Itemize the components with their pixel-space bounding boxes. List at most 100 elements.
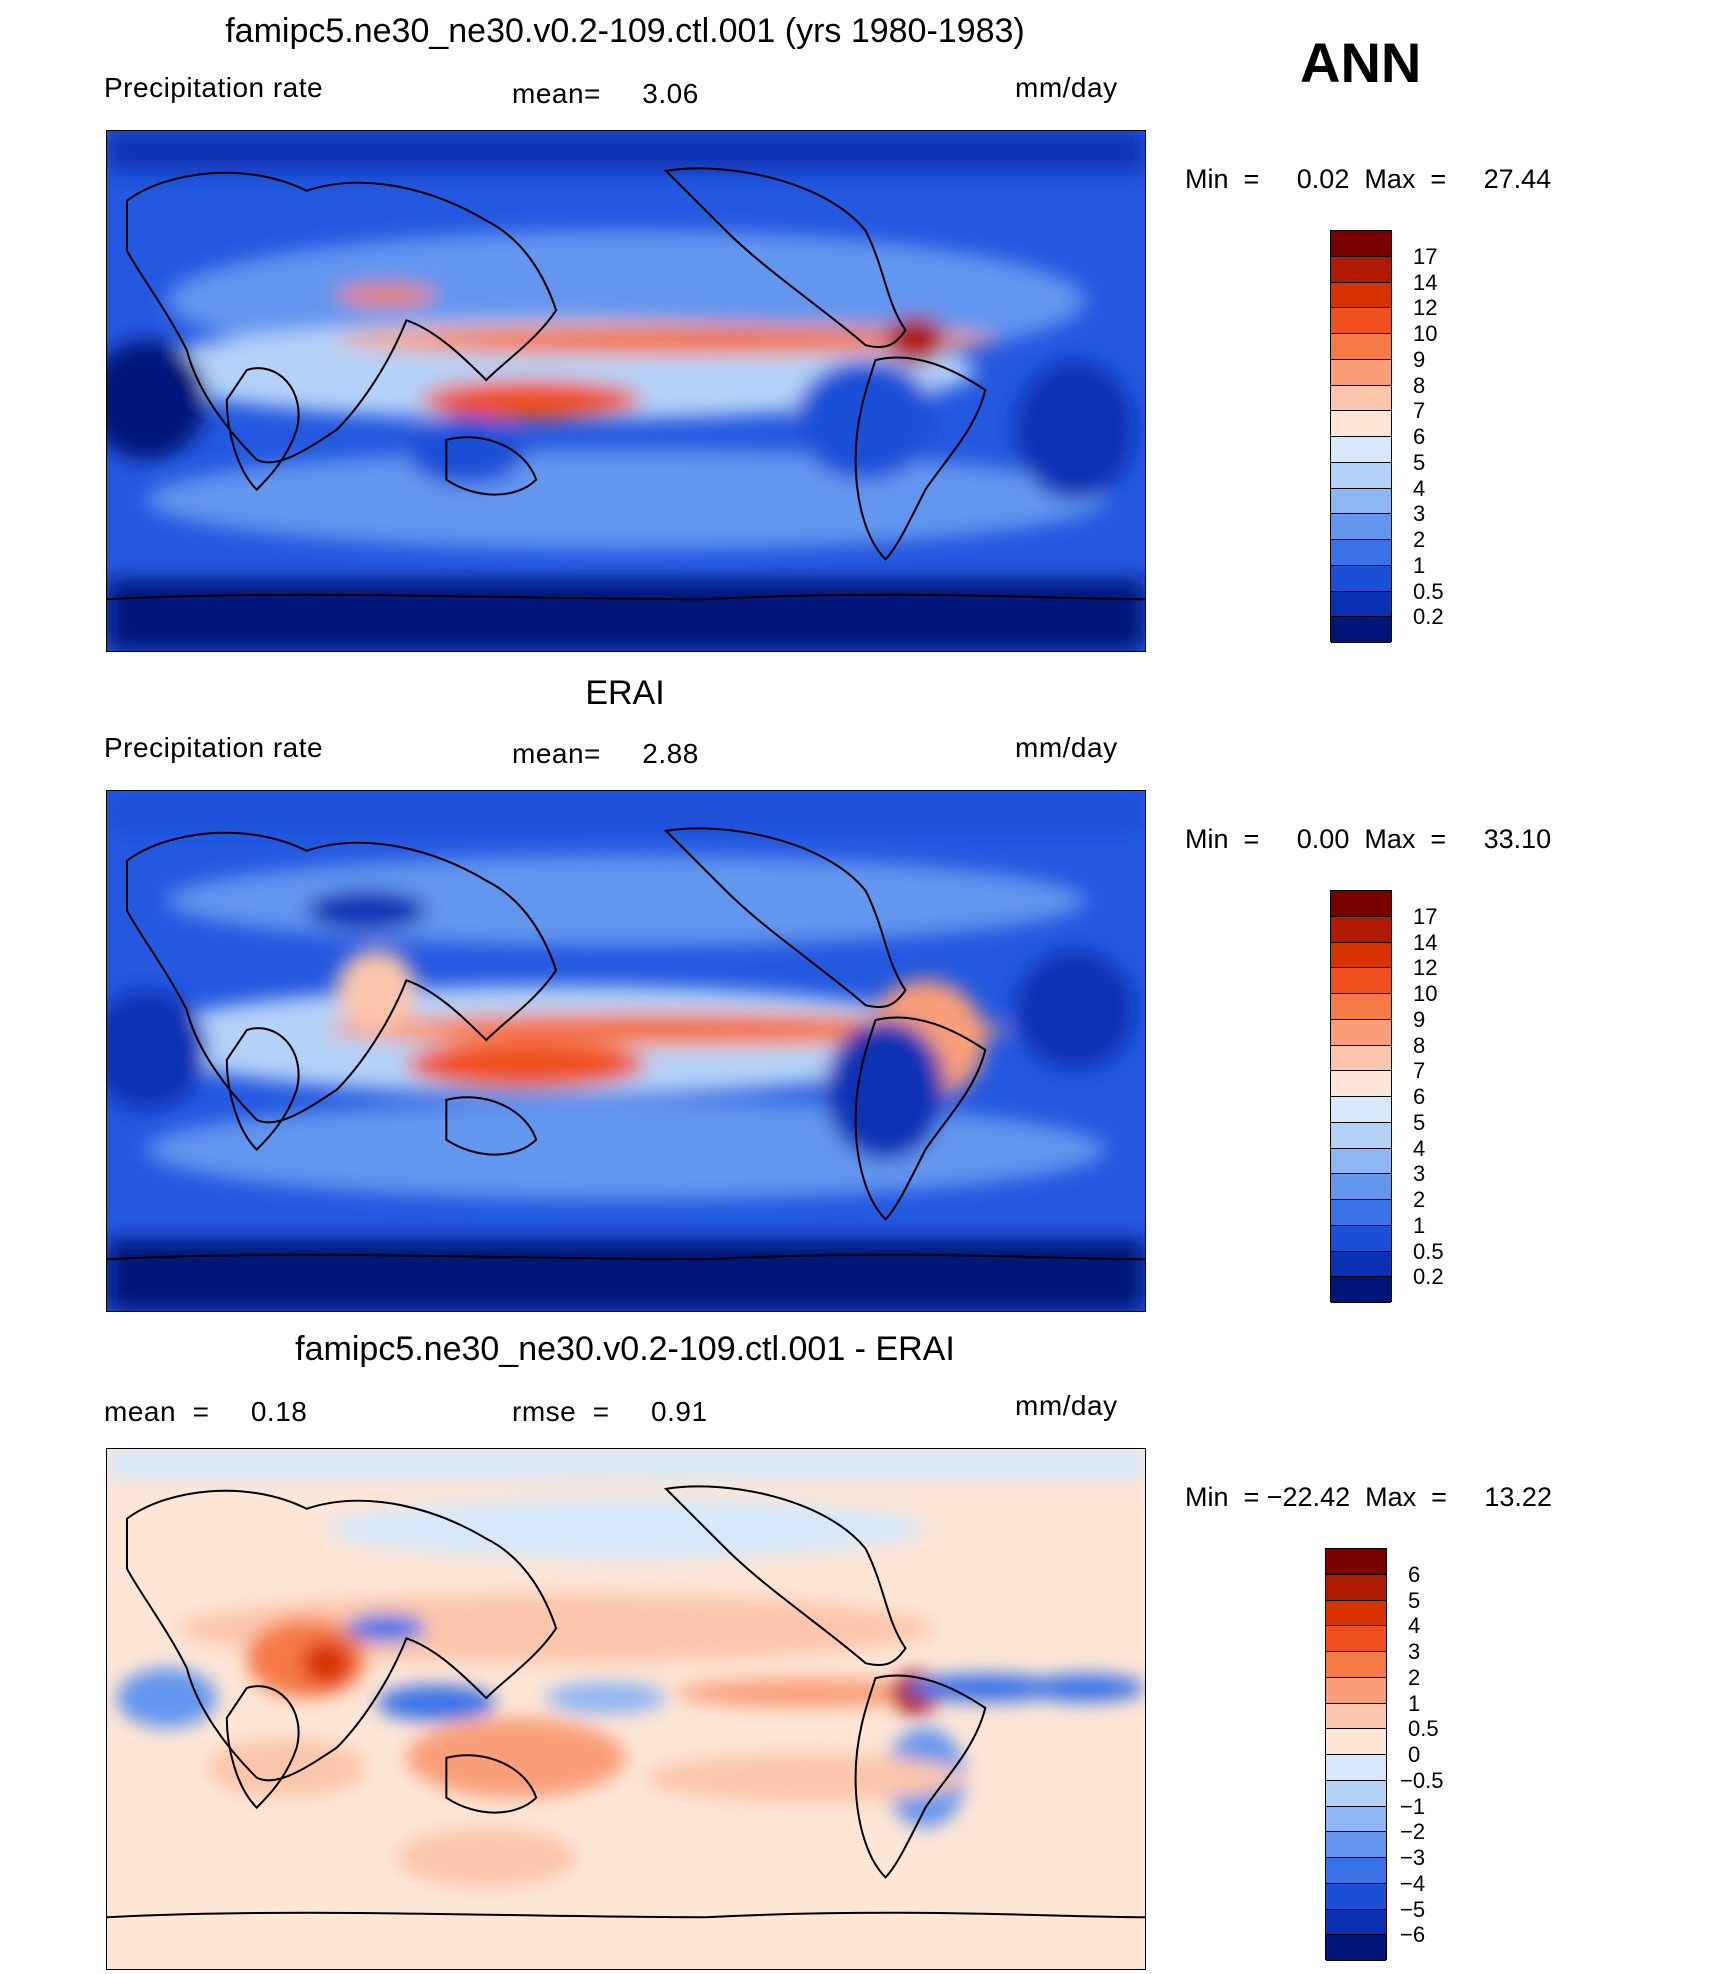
colorbar-tick-label: 3 bbox=[1413, 1161, 1426, 1187]
panel-3-rmse-label: rmse = 0.91 bbox=[512, 1396, 708, 1427]
panel-1-field bbox=[107, 131, 1145, 651]
colorbar-swatch bbox=[1331, 1148, 1391, 1175]
colorbar-tick-label: −4 bbox=[1400, 1870, 1426, 1896]
colorbar-tick-label: 17 bbox=[1413, 243, 1438, 269]
season-label: ANN bbox=[1300, 31, 1422, 94]
colorbar-swatch bbox=[1331, 1174, 1391, 1200]
colorbar-swatch bbox=[1331, 1122, 1391, 1149]
panel-1-units-label: mm/day bbox=[1015, 72, 1118, 103]
panel-3-title: famipc5.ne30_ne30.v0.2-109.ctl.001 - ERA… bbox=[295, 1330, 955, 1368]
colorbar-tick-label: 5 bbox=[1413, 449, 1426, 475]
colorbar-tick-label: −1 bbox=[1400, 1793, 1426, 1819]
colorbar-swatch bbox=[1326, 1883, 1386, 1910]
panel-3-colorbar: 6 5 4 3 2 1 0.5 0 −0.5 −1 −2 −3 −4 −5 −6 bbox=[1325, 1548, 1443, 1961]
colorbar-swatch bbox=[1331, 514, 1391, 540]
colorbar-swatch bbox=[1326, 1935, 1386, 1961]
colorbar-tick-label: 5 bbox=[1408, 1587, 1421, 1613]
panel-2-units-label: mm/day bbox=[1015, 732, 1118, 763]
colorbar-tick-label: 3 bbox=[1408, 1639, 1421, 1664]
colorbar-swatch bbox=[1331, 231, 1391, 257]
colorbar-swatch bbox=[1331, 891, 1391, 917]
colorbar-tick-label: 17 bbox=[1413, 903, 1438, 929]
colorbar-swatch bbox=[1331, 308, 1391, 334]
colorbar-swatch bbox=[1326, 1780, 1386, 1807]
colorbar-tick-label: 1 bbox=[1413, 1212, 1426, 1238]
panel-3-map bbox=[106, 1448, 1146, 1970]
colorbar-tick-label: 9 bbox=[1413, 346, 1426, 372]
colorbar-swatch bbox=[1331, 462, 1391, 489]
colorbar-swatch bbox=[1326, 1703, 1386, 1730]
colorbar-swatch bbox=[1331, 591, 1391, 618]
colorbar-swatch bbox=[1331, 282, 1391, 309]
colorbar-tick-label: 10 bbox=[1413, 981, 1438, 1006]
colorbar-tick-label: 2 bbox=[1413, 527, 1426, 552]
panel-2-field bbox=[107, 791, 1145, 1311]
panel-1-map bbox=[106, 130, 1146, 652]
panel-2-title: ERAI bbox=[585, 674, 665, 712]
colorbar-swatch bbox=[1331, 256, 1391, 283]
colorbar-tick-label: −0.5 bbox=[1400, 1767, 1444, 1793]
colorbar-swatch bbox=[1331, 942, 1391, 969]
colorbar-swatch bbox=[1326, 1677, 1386, 1704]
colorbar-swatch bbox=[1326, 1729, 1386, 1755]
panel-1-title: famipc5.ne30_ne30.v0.2-109.ctl.001 (yrs … bbox=[225, 12, 1025, 50]
panel-1-minmax: Min = 0.02 Max = 27.44 bbox=[1185, 164, 1552, 194]
colorbar-swatch bbox=[1326, 1574, 1386, 1601]
colorbar-tick-label: 7 bbox=[1413, 398, 1426, 424]
colorbar-swatch bbox=[1326, 1600, 1386, 1627]
colorbar-tick-label: 0.5 bbox=[1413, 1238, 1444, 1264]
colorbar-tick-label: 1 bbox=[1413, 552, 1426, 578]
colorbar-swatch bbox=[1326, 1858, 1386, 1884]
panel-3-units-label: mm/day bbox=[1015, 1390, 1118, 1421]
colorbar-tick-label: 14 bbox=[1413, 269, 1438, 295]
colorbar-tick-label: 3 bbox=[1413, 501, 1426, 527]
colorbar-tick-label: 5 bbox=[1413, 1109, 1426, 1135]
colorbar-swatch bbox=[1331, 1019, 1391, 1046]
panel-3-minmax: Min = −22.42 Max = 13.22 bbox=[1185, 1482, 1552, 1512]
colorbar-swatch bbox=[1331, 540, 1391, 566]
colorbar-swatch bbox=[1331, 334, 1391, 360]
colorbar-tick-label: 0 bbox=[1408, 1742, 1421, 1767]
colorbar-tick-label: −6 bbox=[1400, 1922, 1426, 1948]
panel-2-minmax: Min = 0.00 Max = 33.10 bbox=[1185, 824, 1552, 854]
colorbar-swatch bbox=[1331, 1097, 1391, 1123]
colorbar-tick-label: 4 bbox=[1413, 475, 1426, 501]
colorbar-swatch bbox=[1331, 411, 1391, 437]
colorbar-swatch bbox=[1326, 1806, 1386, 1833]
panel-2-colorbar: 17 14 12 10 9 8 7 6 5 4 3 2 1 0.5 0.2 bbox=[1330, 890, 1444, 1303]
panel-2-map bbox=[106, 790, 1146, 1312]
colorbar-tick-label: −2 bbox=[1400, 1819, 1426, 1845]
colorbar-swatch bbox=[1331, 1045, 1391, 1072]
colorbar-tick-label: −5 bbox=[1400, 1896, 1426, 1922]
colorbar-swatch bbox=[1331, 916, 1391, 943]
colorbar-tick-label: 2 bbox=[1408, 1664, 1421, 1690]
colorbar-tick-label: 14 bbox=[1413, 929, 1438, 955]
colorbar-tick-label: 0.5 bbox=[1413, 578, 1444, 604]
panel-3-mean-label: mean = 0.18 bbox=[104, 1396, 308, 1427]
colorbar-tick-label: 6 bbox=[1413, 424, 1426, 449]
colorbar-tick-label: 12 bbox=[1413, 295, 1438, 321]
panel-1-colorbar: 17 14 12 10 9 8 7 6 5 4 3 2 1 0.5 0.2 bbox=[1330, 230, 1444, 643]
panel-2-mean-label: mean= 2.88 bbox=[512, 738, 699, 769]
colorbar-tick-label: 12 bbox=[1413, 955, 1438, 981]
colorbar-tick-label: 7 bbox=[1413, 1058, 1426, 1084]
colorbar-swatch bbox=[1331, 1251, 1391, 1278]
colorbar-tick-label: 6 bbox=[1408, 1561, 1421, 1587]
colorbar-swatch bbox=[1331, 1200, 1391, 1226]
colorbar-swatch bbox=[1326, 1549, 1386, 1575]
colorbar-tick-label: 4 bbox=[1408, 1613, 1421, 1639]
colorbar-swatch bbox=[1331, 437, 1391, 463]
colorbar-tick-label: 4 bbox=[1413, 1135, 1426, 1161]
colorbar-swatch bbox=[1326, 1652, 1386, 1678]
colorbar-tick-label: 9 bbox=[1413, 1006, 1426, 1032]
colorbar-tick-label: −3 bbox=[1400, 1845, 1426, 1870]
colorbar-swatch bbox=[1331, 1071, 1391, 1097]
panel-2-variable-label: Precipitation rate bbox=[104, 732, 324, 763]
colorbar-tick-label: 0.2 bbox=[1413, 1264, 1444, 1290]
colorbar-swatch bbox=[1331, 565, 1391, 592]
colorbar-swatch bbox=[1331, 1277, 1391, 1303]
colorbar-tick-label: 0.5 bbox=[1408, 1716, 1439, 1742]
colorbar-tick-label: 10 bbox=[1413, 321, 1438, 346]
colorbar-swatch bbox=[1331, 488, 1391, 515]
colorbar-swatch bbox=[1326, 1755, 1386, 1781]
